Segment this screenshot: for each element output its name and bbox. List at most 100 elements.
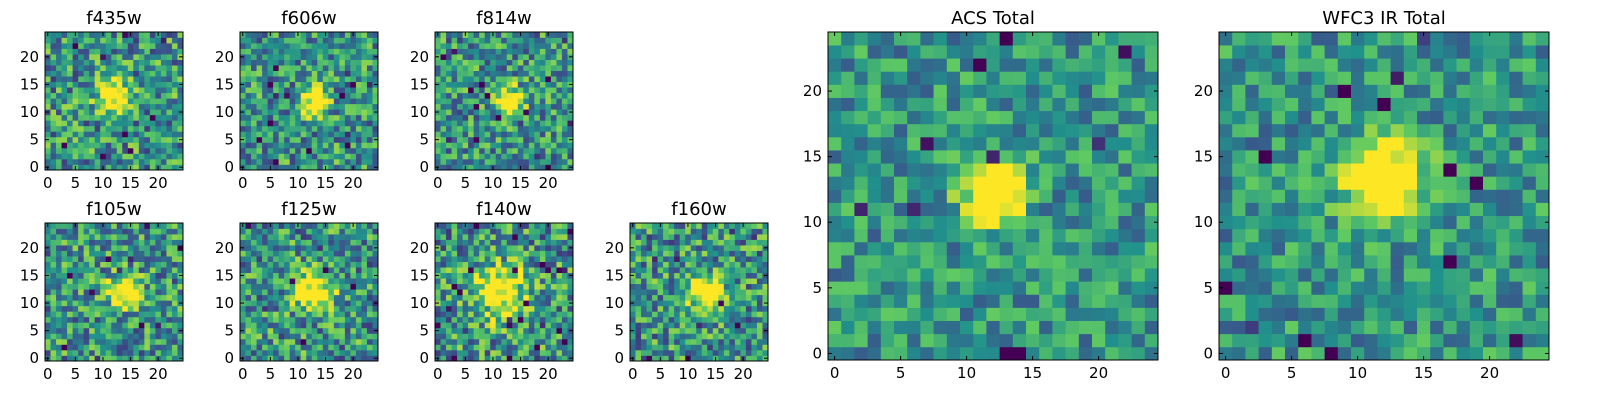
heatmap-cell [72, 142, 79, 149]
heatmap-cell [100, 125, 107, 132]
heatmap-cell [251, 344, 257, 351]
heatmap-cell [300, 158, 307, 165]
heatmap-cell [328, 70, 335, 77]
heatmap-cell [245, 103, 252, 110]
heatmap-cell [72, 278, 79, 285]
heatmap-cell [523, 311, 530, 318]
heatmap-cell [284, 37, 291, 44]
heatmap-cell [317, 245, 324, 251]
heatmap-cell [45, 87, 51, 94]
heatmap-cell [72, 103, 79, 110]
heatmap-cell [973, 215, 987, 230]
heatmap-cell [328, 136, 335, 143]
heatmap-cell [339, 120, 346, 127]
heatmap-cell [328, 316, 335, 323]
heatmap-cell [1105, 189, 1119, 203]
heatmap-cell [56, 300, 62, 307]
heatmap-cell [262, 267, 268, 274]
heatmap-cell [344, 98, 351, 105]
heatmap-cell [322, 256, 329, 262]
heatmap-cell [652, 322, 658, 329]
heatmap-cell [83, 59, 90, 66]
heatmap-cell [729, 289, 736, 296]
heatmap-cell [328, 327, 335, 334]
heatmap-cell [960, 150, 974, 164]
heatmap-cell [333, 164, 340, 171]
heatmap-cell [166, 147, 173, 154]
heatmap-cell [89, 294, 96, 301]
heatmap-cell [907, 268, 921, 282]
heatmap-cell [946, 294, 961, 308]
heatmap-cell [1052, 346, 1066, 361]
heatmap-cell [116, 327, 123, 334]
heatmap-cell [517, 239, 524, 246]
heatmap-cell [122, 32, 129, 38]
heatmap-cell [344, 125, 351, 132]
heatmap-cell [506, 272, 513, 279]
heatmap-cell [122, 37, 129, 44]
heatmap-cell [366, 120, 373, 127]
heatmap-cell [94, 272, 101, 279]
heatmap-cell [138, 48, 145, 55]
heatmap-cell [440, 65, 447, 71]
heatmap-cell [920, 281, 934, 295]
heatmap-cell [171, 250, 178, 257]
heatmap-cell [1065, 202, 1080, 217]
heatmap-cell [267, 48, 274, 55]
heatmap-cell [67, 349, 73, 356]
heatmap-cell [328, 239, 335, 246]
x-tick-label: 20 [344, 174, 363, 192]
heatmap-cell [149, 59, 156, 66]
heatmap-cell [300, 48, 307, 55]
heatmap-cell [696, 283, 703, 290]
heatmap-cell [635, 294, 642, 301]
heatmap-cell [245, 131, 252, 138]
heatmap-cell [89, 234, 96, 240]
heatmap-cell [289, 250, 296, 257]
heatmap-cell [495, 142, 502, 149]
heatmap-cell [490, 131, 497, 138]
heatmap-cell [56, 305, 62, 312]
heatmap-cell [512, 327, 519, 334]
heatmap-cell [339, 32, 346, 38]
heatmap-cell [328, 250, 335, 257]
heatmap-cell [841, 307, 855, 321]
heatmap-cell [435, 142, 441, 149]
heatmap-cell [657, 349, 664, 356]
heatmap-cell [372, 344, 379, 351]
heatmap-cell [1078, 346, 1093, 361]
heatmap-cell [545, 109, 552, 116]
heatmap-cell [446, 289, 452, 296]
heatmap-cell [262, 355, 268, 362]
heatmap-cell [61, 70, 68, 77]
heatmap-cell [127, 305, 134, 312]
heatmap-cell [350, 109, 357, 116]
heatmap-cell [729, 344, 736, 351]
heatmap-cell [528, 147, 535, 154]
heatmap-cell [160, 294, 167, 301]
heatmap-cell [306, 48, 313, 55]
heatmap-cell [171, 147, 178, 154]
heatmap-cell [707, 333, 714, 340]
heatmap-cell [144, 147, 151, 154]
heatmap-cell [171, 294, 178, 301]
heatmap-cell [300, 294, 307, 301]
heatmap-cell [473, 322, 480, 329]
heatmap-cell [495, 316, 502, 323]
heatmap-cell [111, 344, 118, 351]
heatmap-cell [245, 54, 252, 60]
heatmap-cell [907, 255, 921, 269]
heatmap-cell [105, 103, 112, 110]
heatmap-cell [89, 120, 96, 127]
x-tick-label: 5 [71, 174, 81, 192]
heatmap-cell [539, 355, 546, 362]
heatmap-cell [435, 158, 441, 165]
heatmap-cell [122, 355, 129, 362]
heatmap-cell [756, 333, 763, 340]
heatmap-cell [116, 125, 123, 132]
heatmap-cell [668, 311, 675, 318]
heatmap-cell [127, 114, 134, 121]
heatmap-cell [1026, 255, 1040, 269]
heatmap-cell [894, 268, 908, 282]
heatmap-cell [828, 307, 842, 321]
